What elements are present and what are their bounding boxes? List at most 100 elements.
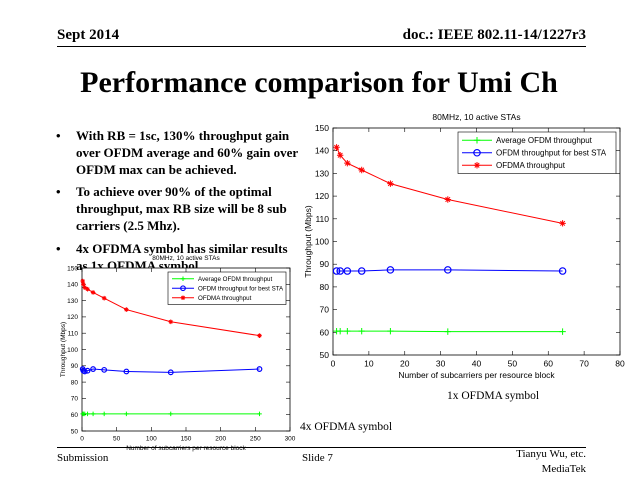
y-tick-label: 60 — [320, 327, 330, 337]
legend-entry: OFDM throughput for best STA — [496, 149, 607, 158]
data-point — [473, 137, 481, 144]
bullet-text: To achieve over 90% of the optimal throu… — [76, 184, 287, 233]
footer-author: Tianyu Wu, etc. — [516, 448, 586, 460]
x-axis-label: Number of subcarriers per resource block — [126, 445, 246, 452]
legend: Average OFDM throughput OFDM throughput f… — [167, 271, 287, 305]
header-divider — [57, 46, 586, 47]
data-point — [559, 220, 566, 227]
y-tick-label: 100 — [67, 347, 78, 354]
data-point — [332, 267, 341, 275]
y-tick-label: 80 — [71, 379, 79, 386]
x-tick-label: 150 — [181, 436, 192, 443]
chart-caption-4x: 4x OFDMA symbol — [300, 421, 393, 433]
series-star — [80, 278, 262, 338]
y-tick-label: 120 — [315, 191, 329, 201]
footer-affiliation: MediaTek — [541, 463, 586, 475]
data-point — [559, 328, 566, 335]
data-point — [257, 411, 262, 417]
series-circle — [79, 366, 263, 376]
data-point — [168, 411, 174, 417]
bullet-glyph: • — [56, 128, 61, 143]
legend-entry: OFDM throughput for best STA — [198, 285, 284, 292]
x-tick-label: 70 — [579, 359, 589, 369]
data-point — [124, 411, 129, 417]
data-point — [124, 307, 129, 312]
x-tick-label: 80 — [615, 359, 625, 369]
data-point — [558, 267, 567, 275]
data-point — [180, 295, 186, 301]
y-tick-label: 70 — [71, 396, 79, 403]
x-tick-label: 30 — [436, 359, 446, 369]
data-point — [85, 286, 90, 292]
legend-entry: Average OFDM throughput — [496, 136, 593, 145]
data-point — [90, 290, 96, 295]
data-point — [85, 411, 90, 417]
y-tick-label: 110 — [315, 214, 329, 224]
y-tick-label: 150 — [67, 265, 78, 272]
bullet-item: • With RB = 1sc, 130% throughput gain ove… — [56, 128, 301, 178]
chart-title: 80MHz, 10 active STAs — [432, 112, 520, 122]
data-point — [82, 285, 88, 290]
bullet-glyph: • — [56, 184, 61, 200]
legend-entry: Average OFDM throughput — [198, 276, 272, 283]
x-tick-label: 250 — [250, 436, 261, 443]
y-tick-label: 130 — [315, 168, 329, 178]
data-point — [358, 327, 365, 335]
y-tick-label: 60 — [71, 412, 79, 419]
x-tick-label: 40 — [472, 359, 482, 369]
data-point — [168, 319, 174, 325]
data-point — [444, 196, 451, 203]
series-plus — [80, 411, 262, 417]
data-point — [80, 278, 85, 284]
data-point — [444, 266, 452, 274]
x-tick-label: 20 — [400, 359, 410, 369]
data-point — [84, 367, 91, 374]
data-point — [180, 276, 186, 282]
y-tick-label: 80 — [320, 282, 330, 292]
data-point — [473, 148, 481, 157]
footer-submission: Submission — [57, 452, 109, 464]
data-point — [90, 411, 96, 417]
y-tick-label: 100 — [315, 236, 329, 246]
y-tick-label: 90 — [71, 363, 79, 370]
chart-1x-ofdma: 80MHz, 10 active STAs 0 10 20 30 40 50 60 70 80 50… — [303, 112, 625, 380]
data-point — [358, 166, 365, 174]
data-point — [336, 327, 344, 335]
y-tick-label: 110 — [68, 330, 79, 337]
data-point — [167, 369, 174, 376]
series-plus — [333, 327, 566, 335]
data-point — [336, 152, 344, 159]
x-tick-label: 0 — [80, 436, 84, 443]
x-tick-label: 300 — [285, 436, 296, 443]
data-point — [387, 180, 394, 187]
data-point — [387, 327, 394, 335]
x-tick-label: 50 — [113, 436, 121, 443]
bullet-glyph: • — [56, 240, 61, 256]
data-point — [101, 295, 107, 301]
data-point — [344, 159, 351, 167]
y-tick-label: 50 — [71, 428, 79, 435]
series-star — [333, 144, 566, 227]
header-date: Sept 2014 — [57, 27, 120, 43]
x-tick-label: 60 — [544, 359, 554, 369]
y-tick-label: 130 — [67, 298, 78, 305]
footer-divider — [57, 447, 586, 448]
data-point — [101, 366, 108, 373]
chart-caption-1x: 1x OFDMA symbol — [447, 390, 540, 402]
data-point — [336, 267, 344, 275]
x-axis-label: Number of subcarriers per resource block — [398, 370, 555, 380]
y-tick-label: 150 — [315, 123, 329, 133]
data-point — [256, 366, 263, 372]
x-tick-label: 50 — [508, 359, 518, 369]
y-tick-label: 140 — [315, 146, 329, 156]
data-point — [101, 411, 107, 417]
slide-title: Performance comparison for Umi Ch — [80, 66, 558, 99]
data-point — [344, 327, 351, 335]
data-point — [257, 333, 262, 338]
y-tick-label: 50 — [320, 350, 330, 360]
data-point — [180, 285, 186, 292]
y-tick-label: 70 — [320, 305, 330, 315]
footer-slide-number: Slide 7 — [302, 452, 333, 464]
x-tick-label: 10 — [364, 359, 374, 369]
x-tick-label: 100 — [146, 436, 157, 443]
